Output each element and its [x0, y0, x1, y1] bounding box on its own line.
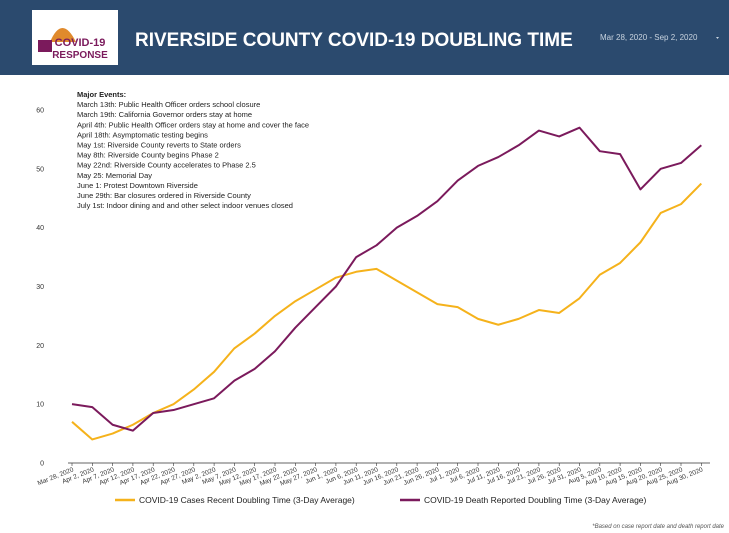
annotation: March 13th: Public Health Officer orders…: [77, 100, 260, 109]
annotation: April 18th: Asymptomatic testing begins: [77, 130, 208, 139]
date-range[interactable]: Mar 28, 2020 - Sep 2, 2020: [600, 33, 698, 42]
annotation: May 22nd: Riverside County accelerates t…: [77, 161, 256, 170]
logo-box: [32, 10, 118, 65]
annotation: June 1: Protest Downtown Riverside: [77, 181, 198, 190]
annotation: March 19th: California Governor orders s…: [77, 110, 252, 119]
logo-text: RESPONSE: [52, 50, 108, 61]
legend-label: COVID-19 Cases Recent Doubling Time (3-D…: [139, 495, 355, 505]
footnote: *Based on case report date and death rep…: [592, 524, 724, 530]
annotation: July 1st: Indoor dining and and other se…: [77, 201, 293, 210]
logo-text: COVID-19: [55, 37, 106, 49]
annotations: Major Events:March 13th: Public Health O…: [77, 90, 309, 210]
y-tick-label: 20: [36, 343, 44, 350]
annotation: April 4th: Public Health Officer orders …: [77, 120, 309, 129]
y-tick-label: 30: [36, 284, 44, 291]
annotation: May 25: Memorial Day: [77, 171, 152, 180]
page-title: RIVERSIDE COUNTY COVID-19 DOUBLING TIME: [135, 30, 573, 51]
y-tick-label: 0: [40, 461, 44, 468]
y-tick-label: 50: [36, 166, 44, 173]
header-bar: [0, 0, 729, 75]
annotation: May 8th: Riverside County begins Phase 2: [77, 151, 219, 160]
annotation: June 29th: Bar closures ordered in River…: [77, 191, 251, 200]
logo-block: [38, 40, 52, 52]
annotation: Major Events:: [77, 90, 126, 99]
legend-label: COVID-19 Death Reported Doubling Time (3…: [424, 495, 647, 505]
annotation: May 1st: Riverside County reverts to Sta…: [77, 141, 241, 150]
dropdown-arrow[interactable]: [716, 37, 719, 39]
logo-mountain: [50, 28, 76, 42]
y-tick-label: 40: [36, 225, 44, 232]
series-line: [71, 182, 703, 441]
y-tick-label: 10: [36, 402, 44, 409]
y-tick-label: 60: [36, 108, 44, 115]
series-line: [71, 126, 702, 432]
